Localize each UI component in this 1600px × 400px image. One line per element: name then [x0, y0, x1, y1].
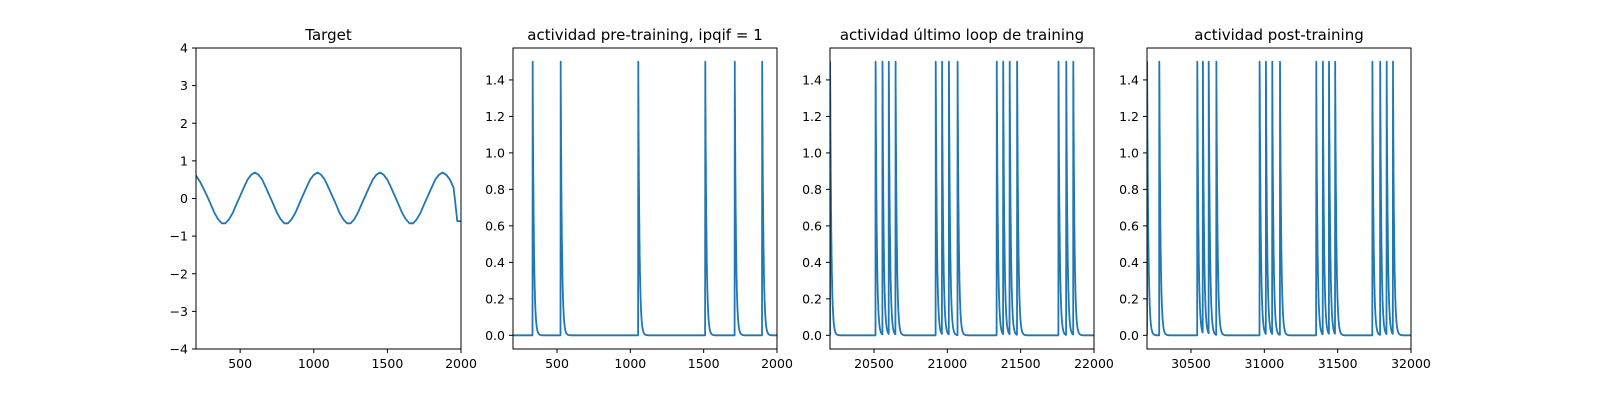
x-tick-label: 31000 — [1244, 356, 1284, 371]
y-tick-label: 0.2 — [802, 291, 822, 306]
subplot-target: Target 500 1000 1500 2000 −4 −3 −2 −1 0 1 2 3 4 — [170, 26, 477, 371]
y-tick-label: 0.8 — [1119, 182, 1139, 197]
y-tick-label: 0.0 — [485, 328, 505, 343]
y-tick-label: 1.0 — [1119, 145, 1139, 160]
subplot-title: Target — [304, 26, 352, 44]
y-tick-label: −2 — [170, 266, 188, 281]
y-tick-label: −3 — [170, 304, 188, 319]
x-tick-label: 1500 — [371, 356, 403, 371]
y-tick-label: 1.4 — [485, 72, 505, 87]
axes-frame — [195, 47, 462, 350]
x-tick-label: 1500 — [688, 356, 720, 371]
y-tick-label: 0.0 — [1119, 328, 1139, 343]
subplot-title: actividad pre-training, ipqif = 1 — [527, 26, 763, 44]
x-tick-label: 30500 — [1171, 356, 1211, 371]
y-tick-label: 2 — [180, 116, 188, 131]
x-tick-label: 500 — [545, 356, 569, 371]
y-tick-label: 0.4 — [485, 255, 505, 270]
y-tick-label: 0.2 — [1119, 291, 1139, 306]
x-tick-label: 1000 — [298, 356, 330, 371]
subplot-title: actividad post-training — [1194, 26, 1363, 44]
x-tick-label: 2000 — [445, 356, 477, 371]
x-tick-label: 21500 — [1001, 356, 1041, 371]
y-tick-label: 0 — [180, 191, 188, 206]
y-tick-label: 3 — [180, 78, 188, 93]
x-tick-label: 31500 — [1318, 356, 1358, 371]
y-tick-label: 0.8 — [802, 182, 822, 197]
y-tick-label: 0.4 — [1119, 255, 1139, 270]
y-tick-label: −4 — [170, 342, 188, 357]
subplot-pre-training: actividad pre-training, ipqif = 1 500 100… — [485, 26, 793, 371]
y-tick-label: 1.2 — [1119, 109, 1139, 124]
subplot-last-training-loop: actividad último loop de training 20500 2… — [802, 26, 1114, 371]
axes-frame — [1146, 47, 1412, 350]
x-tick-label: 20500 — [854, 356, 894, 371]
x-tick-label: 21000 — [927, 356, 967, 371]
y-tick-label: 1.0 — [802, 145, 822, 160]
x-tick-label: 32000 — [1391, 356, 1431, 371]
subplot-title: actividad último loop de training — [840, 26, 1084, 44]
y-tick-label: 1.0 — [485, 145, 505, 160]
data-line — [830, 60, 1094, 337]
y-tick-label: 1.2 — [485, 109, 505, 124]
axes-frame — [512, 47, 778, 350]
y-tick-label: 1.4 — [802, 72, 822, 87]
data-line — [1147, 60, 1411, 337]
data-line — [513, 60, 777, 337]
y-tick-label: 0.0 — [802, 328, 822, 343]
y-tick-label: 4 — [180, 41, 188, 56]
y-tick-label: 0.2 — [485, 291, 505, 306]
x-tick-label: 1000 — [614, 356, 646, 371]
axes-frame — [829, 47, 1095, 350]
y-tick-label: 0.6 — [802, 218, 822, 233]
y-tick-label: 1.4 — [1119, 72, 1139, 87]
x-tick-label: 22000 — [1074, 356, 1114, 371]
subplot-post-training: actividad post-training 30500 31000 31500 3… — [1119, 26, 1431, 371]
y-tick-label: 1.2 — [802, 109, 822, 124]
y-tick-label: 0.4 — [802, 255, 822, 270]
y-tick-label: 0.6 — [1119, 218, 1139, 233]
x-tick-label: 2000 — [761, 356, 793, 371]
y-tick-label: 0.8 — [485, 182, 505, 197]
data-line — [196, 171, 461, 225]
y-tick-label: −1 — [170, 229, 188, 244]
x-tick-label: 500 — [228, 356, 252, 371]
y-tick-label: 0.6 — [485, 218, 505, 233]
y-tick-label: 1 — [180, 153, 188, 168]
